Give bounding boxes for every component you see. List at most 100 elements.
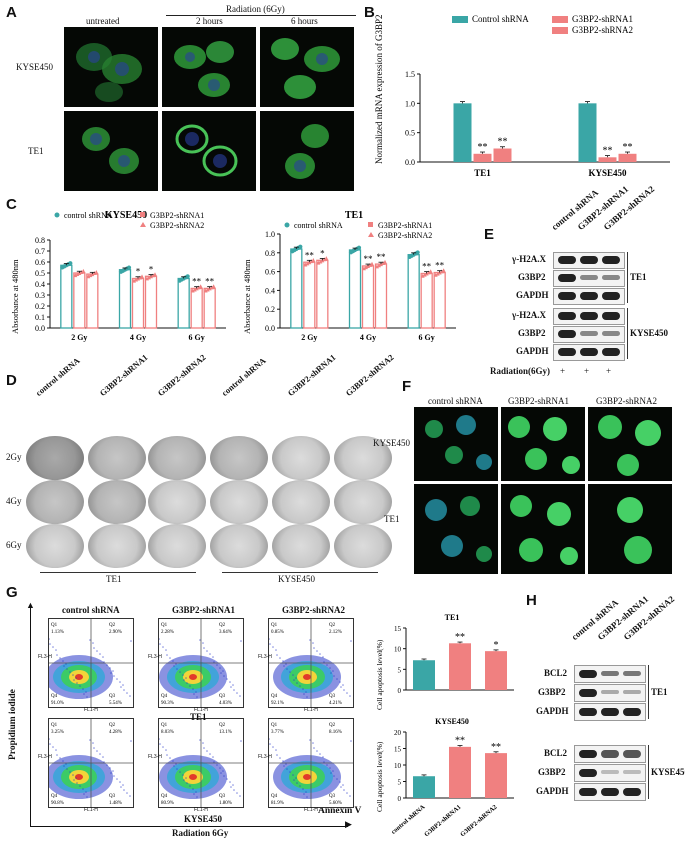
event-dot xyxy=(109,667,111,669)
category-label: control shRNA xyxy=(390,804,427,836)
facs-x-tick-label: FL1-H xyxy=(84,707,98,713)
panel-label-g: G xyxy=(6,584,18,601)
quadrant-percent: 8.16% xyxy=(329,730,342,735)
event-dot xyxy=(212,656,214,658)
significance-label: ** xyxy=(364,254,374,264)
y-tick-label: 0.6 xyxy=(265,268,275,277)
event-dot xyxy=(85,691,87,693)
blot-e-te1-gapdh xyxy=(553,288,625,305)
event-dot xyxy=(275,749,277,751)
data-point xyxy=(81,268,86,273)
data-point xyxy=(318,259,323,264)
event-dot xyxy=(99,653,101,655)
if-row-kyse450: KYSE450 xyxy=(373,438,411,448)
blot-h-bracket-te1 xyxy=(648,665,649,719)
event-dot xyxy=(276,654,278,656)
event-dot xyxy=(303,793,305,795)
quadrant-id: Q1 xyxy=(161,623,168,628)
bar xyxy=(449,746,471,798)
event-dot xyxy=(173,665,175,667)
blot-h-cell-kyse: KYSE450 xyxy=(651,767,685,777)
data-point xyxy=(322,257,327,262)
dish-kyse-sh1-2gy xyxy=(272,436,330,480)
dish-row-4gy: 4Gy xyxy=(6,496,22,506)
blot-e-row-g3bp2-te1: G3BP2 xyxy=(518,272,546,282)
category-label: 2 Gy xyxy=(71,333,87,342)
event-dot xyxy=(206,750,208,752)
event-dot xyxy=(189,785,191,787)
blot-h-row-bcl2-te1: BCL2 xyxy=(544,668,568,678)
dish-group-line-kyse xyxy=(222,572,378,573)
dish-te1-sh2-6gy xyxy=(148,524,206,568)
significance-label: ** xyxy=(623,142,633,153)
event-dot xyxy=(185,777,187,779)
event-dot xyxy=(285,663,287,665)
data-point xyxy=(324,256,329,261)
data-point xyxy=(439,269,444,274)
event-dot xyxy=(122,784,124,786)
density-layer xyxy=(75,674,83,680)
event-dot xyxy=(52,746,54,748)
event-dot xyxy=(66,768,68,770)
event-dot xyxy=(222,770,224,772)
event-dot xyxy=(79,685,81,687)
event-dot xyxy=(73,679,75,681)
radiation-underline xyxy=(166,15,356,16)
facs-plot: Q1 Q2 Q4 Q3 3.77% 8.16% 81.9% 5.60% xyxy=(268,718,354,808)
y-tick-label: 0.0 xyxy=(35,324,45,333)
facs-y-tick-label: FL3-H xyxy=(148,654,162,660)
y-tick-label: 0.6 xyxy=(35,258,45,267)
quadrant-percent: 90.3% xyxy=(161,701,174,706)
data-point xyxy=(205,287,210,292)
quadrant-id: Q1 xyxy=(271,723,278,728)
event-dot xyxy=(75,677,77,679)
data-point xyxy=(435,271,440,276)
data-point xyxy=(433,272,438,277)
event-dot xyxy=(319,753,321,755)
event-dot xyxy=(293,779,295,781)
blot-e-row-gapdh-kyse: GAPDH xyxy=(516,346,549,356)
bar xyxy=(374,263,388,329)
significance-label: * xyxy=(320,248,325,258)
event-dot xyxy=(89,639,91,641)
blot-e-plus-2: + xyxy=(584,366,590,376)
event-dot xyxy=(229,681,231,683)
y-tick-label: 10 xyxy=(394,646,402,654)
event-dot xyxy=(302,688,304,690)
significance-label: ** xyxy=(305,250,315,260)
event-dot xyxy=(130,740,132,742)
event-dot xyxy=(346,792,348,794)
quadrant-id: Q2 xyxy=(329,723,336,728)
event-dot xyxy=(83,693,85,695)
bar xyxy=(493,148,512,162)
event-dot xyxy=(339,681,341,683)
event-dot xyxy=(309,739,311,741)
data-point xyxy=(298,244,303,249)
event-dot xyxy=(183,779,185,781)
row-label-te1: TE1 xyxy=(28,146,44,156)
facs-y-arrow xyxy=(30,608,31,826)
event-dot xyxy=(172,760,174,762)
event-dot xyxy=(292,674,294,676)
significance-label: ** xyxy=(435,261,445,271)
legend-label: Control shRNA xyxy=(472,14,529,24)
blot-h-row-gapdh-te1: GAPDH xyxy=(536,706,569,716)
event-dot xyxy=(85,791,87,793)
event-dot xyxy=(116,778,118,780)
event-dot xyxy=(289,671,291,673)
quadrant-id: Q2 xyxy=(109,623,116,628)
event-dot xyxy=(323,661,325,663)
event-dot xyxy=(162,646,164,648)
event-dot xyxy=(63,665,65,667)
bar xyxy=(316,259,329,329)
data-point xyxy=(68,261,73,266)
event-dot xyxy=(192,688,194,690)
legend-swatch xyxy=(368,222,373,227)
y-tick-label: 10 xyxy=(394,762,402,770)
event-dot xyxy=(159,743,161,745)
event-dot xyxy=(275,649,277,651)
bar xyxy=(177,277,190,329)
dish-te1-sh1-6gy xyxy=(88,524,146,568)
event-dot xyxy=(269,738,270,740)
category-label: G3BP2-shRNA1 xyxy=(460,701,462,702)
